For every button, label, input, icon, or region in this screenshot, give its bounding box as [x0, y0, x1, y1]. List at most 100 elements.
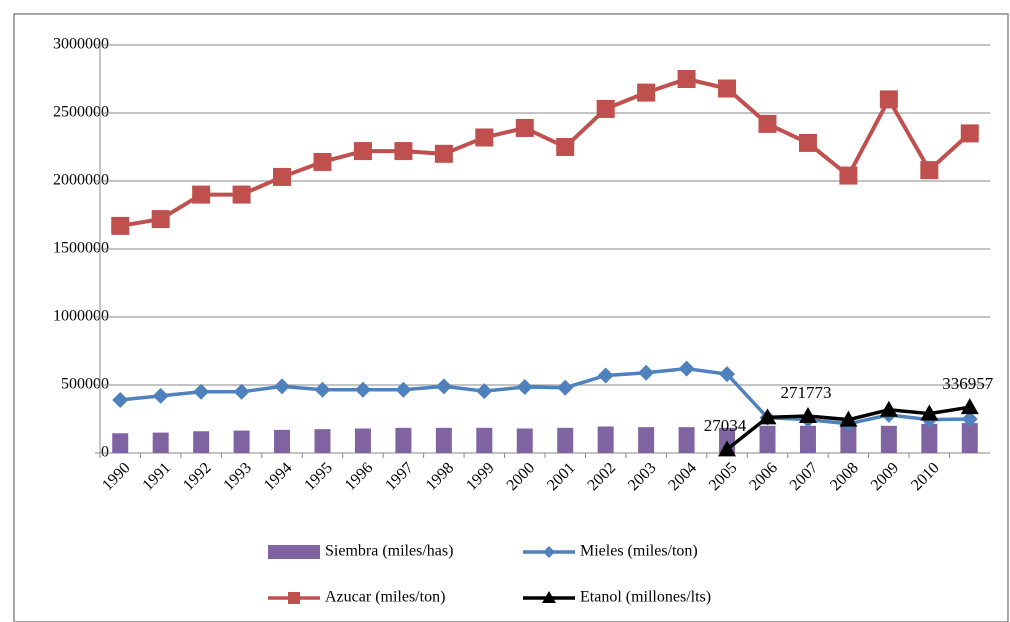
x-tick-label: 2006	[746, 459, 781, 494]
marker	[151, 210, 170, 229]
x-tick-label: 1996	[342, 459, 377, 494]
x-tick-label: 2004	[665, 459, 700, 494]
x-tick-label: 2005	[706, 459, 741, 494]
bar	[476, 427, 493, 453]
line	[120, 366, 970, 426]
marker	[111, 216, 130, 235]
marker	[719, 366, 736, 383]
marker	[434, 144, 453, 163]
marker	[192, 185, 211, 204]
legend-swatch	[268, 545, 320, 559]
marker	[596, 99, 615, 118]
x-tick-label: 2000	[504, 459, 539, 494]
marker	[476, 383, 493, 400]
marker	[515, 118, 534, 137]
marker	[839, 166, 858, 185]
y-tick-label: 2000000	[53, 172, 109, 189]
marker	[232, 185, 251, 204]
legend-marker	[543, 546, 555, 558]
marker	[879, 90, 898, 109]
marker	[314, 381, 331, 398]
x-tick-label: 1995	[301, 459, 336, 494]
x-tick-label: 1997	[382, 459, 417, 494]
marker	[274, 378, 291, 395]
marker	[557, 379, 574, 396]
y-tick-label: 2500000	[53, 104, 109, 121]
marker	[961, 411, 978, 427]
marker	[758, 114, 777, 133]
bar	[759, 425, 776, 453]
bar	[921, 423, 938, 453]
x-tick-label: 1998	[423, 459, 458, 494]
marker	[193, 383, 210, 400]
marker	[798, 407, 817, 424]
marker	[798, 133, 817, 152]
marker	[879, 400, 898, 417]
legend-label: Azucar (miles/ton)	[325, 589, 445, 606]
x-tick-label: 2002	[584, 459, 619, 494]
marker	[112, 391, 129, 408]
x-tick-label: 2003	[625, 459, 660, 494]
y-tick-label: 1000000	[53, 308, 109, 325]
bar	[233, 430, 250, 453]
legend-label: Mieles (miles/ton)	[580, 543, 698, 560]
x-tick-label: 2009	[868, 459, 903, 494]
marker	[516, 379, 533, 396]
bar	[597, 426, 614, 453]
marker	[233, 383, 250, 400]
y-tick-label: 1500000	[53, 240, 109, 257]
marker	[353, 142, 372, 161]
marker	[718, 79, 737, 98]
marker	[920, 161, 939, 180]
marker	[354, 381, 371, 398]
marker	[960, 124, 979, 143]
x-tick-label: 1994	[261, 459, 296, 494]
x-tick-label: 2001	[544, 459, 579, 494]
bar	[557, 427, 574, 453]
x-tick-label: 1991	[139, 459, 174, 494]
y-tick-label: 3000000	[53, 36, 109, 53]
marker	[475, 128, 494, 147]
bar	[193, 431, 210, 453]
bar	[840, 425, 857, 453]
x-tick-label: 1993	[220, 459, 255, 494]
bar	[395, 427, 412, 453]
bar	[152, 432, 169, 453]
legend-marker	[542, 591, 556, 603]
x-tick-label: 1999	[463, 459, 498, 494]
marker	[678, 360, 695, 377]
bar	[961, 423, 978, 453]
bar	[354, 428, 371, 453]
marker	[394, 142, 413, 161]
x-tick-label: 1992	[180, 459, 215, 494]
bar	[638, 427, 655, 453]
bar	[516, 428, 533, 453]
marker	[313, 152, 332, 171]
marker	[597, 367, 614, 384]
x-tick-label: 2007	[787, 459, 822, 494]
data-label: 27034	[704, 416, 747, 435]
line	[119, 76, 972, 228]
chart-frame	[13, 13, 1009, 622]
marker	[435, 378, 452, 395]
data-label: 336957	[942, 374, 994, 393]
legend-label: Etanol (millones/lts)	[580, 589, 711, 606]
x-tick-label: 2008	[827, 459, 862, 494]
marker	[395, 381, 412, 398]
y-tick-label: 500000	[61, 376, 109, 393]
data-label: 271773	[780, 383, 831, 402]
marker	[960, 398, 979, 415]
bar	[274, 429, 291, 453]
legend-marker	[288, 592, 300, 604]
marker	[677, 70, 696, 88]
marker	[273, 167, 292, 186]
bar	[880, 425, 897, 453]
bar	[678, 427, 695, 453]
x-tick-label: 2010	[908, 459, 943, 494]
legend-label: Siembra (miles/has)	[325, 543, 453, 560]
marker	[637, 83, 656, 102]
x-tick-label: 1990	[99, 459, 134, 494]
marker	[839, 410, 858, 427]
